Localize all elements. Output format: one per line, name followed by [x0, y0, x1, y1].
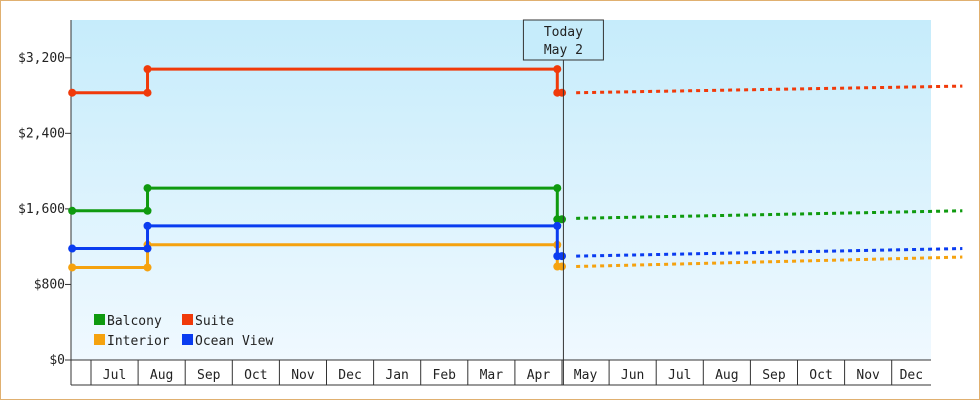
forecast-line — [576, 84, 963, 95]
x-tick-label: Sep — [197, 368, 221, 383]
data-point — [143, 65, 152, 74]
data-point — [558, 252, 566, 261]
data-point — [143, 244, 152, 253]
today-marker: Today May 2 — [522, 19, 604, 385]
y-tick-label: $3,200 — [18, 51, 65, 66]
x-tick-label: Feb — [433, 368, 457, 383]
x-tick-label: Jun — [621, 368, 644, 383]
series-balcony — [68, 184, 963, 224]
series-layer — [68, 65, 963, 272]
data-point — [143, 221, 152, 230]
legend-label: Suite — [195, 314, 234, 329]
legend-label: Interior — [107, 334, 170, 349]
forecast-line — [576, 209, 963, 220]
y-tick-label: $1,600 — [18, 202, 65, 217]
x-tick-label: Mar — [480, 368, 504, 383]
data-point — [143, 88, 152, 97]
legend-swatch — [182, 314, 193, 325]
x-tick-label: Dec — [338, 368, 361, 383]
data-point — [143, 263, 152, 272]
today-date-label: May 2 — [544, 43, 583, 58]
data-point — [553, 221, 562, 230]
today-box — [522, 19, 604, 61]
x-tick-label: Oct — [809, 368, 832, 383]
data-point — [68, 263, 77, 272]
data-point — [143, 206, 152, 215]
data-point — [68, 244, 77, 253]
x-tick-label: Dec — [900, 368, 923, 383]
data-point — [558, 88, 566, 97]
forecast-line — [576, 247, 963, 258]
x-tick-label: Jul — [103, 368, 126, 383]
x-tick-label: Nov — [291, 368, 315, 383]
forecast-line — [576, 255, 963, 268]
legend-swatch — [94, 314, 105, 325]
y-axis: $0 $800 $1,600 $2,400 $3,200 — [18, 20, 72, 385]
x-tick-label: May — [574, 368, 598, 383]
data-point — [558, 215, 566, 224]
legend-swatch — [182, 334, 193, 345]
data-point — [553, 65, 562, 74]
y-tick-label: $0 — [49, 353, 65, 368]
x-tick-label: Sep — [762, 368, 786, 383]
series-suite — [68, 65, 963, 97]
x-tick-label: Apr — [527, 368, 551, 383]
x-tick-label: Oct — [244, 368, 267, 383]
series-ocean-view — [68, 221, 963, 261]
data-point — [558, 262, 566, 271]
x-tick-label: Aug — [150, 368, 173, 383]
x-axis: Jul Aug Sep Oct Nov Dec Jan Feb Mar Apr May Jun Jul A… — [71, 359, 931, 386]
x-tick-label: Jan — [385, 368, 408, 383]
today-label: Today — [544, 25, 583, 40]
x-tick-label: Jul — [668, 368, 691, 383]
data-point — [143, 184, 152, 193]
legend-swatch — [94, 334, 105, 345]
legend: Balcony Suite Interior Ocean View — [94, 314, 273, 349]
x-tick-label: Nov — [856, 368, 880, 383]
legend-label: Balcony — [107, 314, 162, 329]
x-tick-label: Aug — [715, 368, 738, 383]
legend-label: Ocean View — [195, 334, 273, 349]
data-point — [68, 88, 77, 97]
plot-area — [71, 20, 931, 360]
y-tick-label: $800 — [34, 277, 65, 292]
data-point — [553, 184, 562, 193]
data-point — [68, 206, 77, 215]
y-tick-label: $2,400 — [18, 126, 65, 141]
